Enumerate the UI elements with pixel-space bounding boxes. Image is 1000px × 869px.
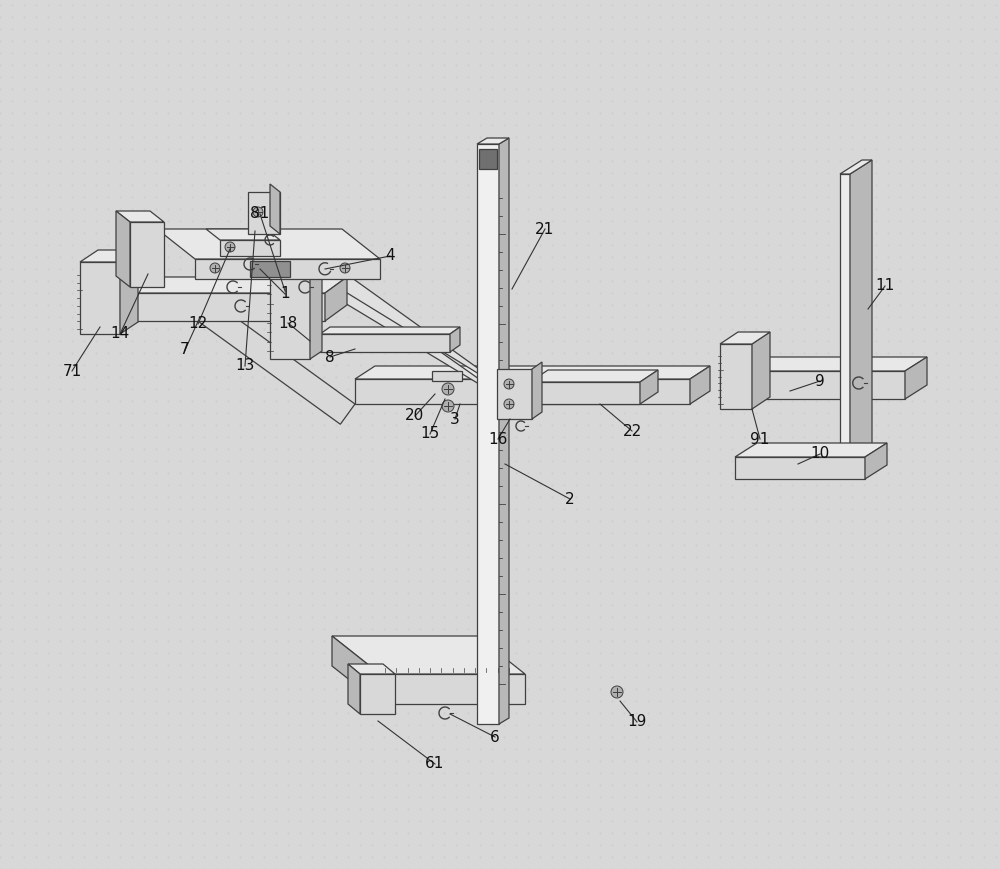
Polygon shape	[116, 211, 164, 222]
Polygon shape	[310, 260, 479, 384]
Text: 21: 21	[535, 222, 555, 236]
Polygon shape	[120, 250, 138, 334]
Text: 12: 12	[188, 316, 208, 331]
Polygon shape	[313, 250, 479, 374]
Circle shape	[253, 207, 263, 217]
Polygon shape	[80, 262, 120, 334]
Circle shape	[442, 400, 454, 412]
Polygon shape	[348, 664, 360, 714]
Polygon shape	[80, 250, 138, 262]
Polygon shape	[220, 240, 280, 256]
Text: 2: 2	[565, 492, 575, 507]
Polygon shape	[640, 370, 658, 404]
Polygon shape	[195, 259, 380, 279]
Circle shape	[504, 379, 514, 389]
Circle shape	[504, 399, 514, 409]
Polygon shape	[690, 366, 710, 404]
Polygon shape	[116, 211, 130, 287]
Polygon shape	[850, 160, 872, 469]
Text: 6: 6	[490, 729, 500, 745]
Text: 11: 11	[875, 278, 895, 294]
Polygon shape	[355, 366, 710, 379]
Polygon shape	[206, 229, 280, 240]
Polygon shape	[270, 241, 322, 249]
Polygon shape	[270, 184, 280, 234]
Polygon shape	[270, 249, 310, 359]
Polygon shape	[720, 357, 927, 371]
Polygon shape	[130, 222, 164, 287]
Text: 19: 19	[627, 714, 647, 729]
Polygon shape	[195, 299, 355, 424]
Text: 20: 20	[405, 408, 425, 423]
Text: 14: 14	[110, 327, 130, 342]
Polygon shape	[310, 241, 322, 359]
Text: 18: 18	[278, 315, 298, 330]
Text: 9: 9	[815, 374, 825, 388]
Text: 4: 4	[385, 249, 395, 263]
Text: 15: 15	[420, 427, 440, 441]
Circle shape	[611, 686, 623, 698]
Polygon shape	[248, 192, 280, 234]
Polygon shape	[840, 174, 850, 469]
Polygon shape	[250, 261, 290, 277]
Text: 7: 7	[180, 342, 190, 357]
Polygon shape	[735, 443, 887, 457]
Polygon shape	[115, 293, 325, 321]
Text: 91: 91	[750, 432, 770, 447]
Circle shape	[225, 242, 235, 252]
Polygon shape	[477, 138, 509, 144]
Text: 3: 3	[450, 412, 460, 427]
Text: 10: 10	[810, 447, 830, 461]
Polygon shape	[325, 277, 347, 321]
Polygon shape	[497, 369, 532, 419]
Polygon shape	[530, 370, 658, 382]
Circle shape	[442, 383, 454, 395]
Polygon shape	[320, 334, 450, 352]
Text: 16: 16	[488, 432, 508, 447]
Circle shape	[340, 263, 350, 273]
Polygon shape	[332, 636, 525, 674]
Polygon shape	[720, 371, 905, 399]
Polygon shape	[320, 327, 460, 334]
Polygon shape	[157, 229, 380, 259]
Text: 81: 81	[250, 207, 270, 222]
Polygon shape	[865, 443, 887, 479]
Polygon shape	[115, 277, 347, 293]
Polygon shape	[905, 357, 927, 399]
Polygon shape	[499, 138, 509, 724]
Polygon shape	[432, 371, 462, 381]
Polygon shape	[840, 160, 872, 174]
Polygon shape	[477, 144, 499, 724]
Polygon shape	[752, 332, 770, 409]
Polygon shape	[360, 674, 395, 714]
Polygon shape	[355, 379, 690, 404]
Text: 8: 8	[325, 349, 335, 364]
Polygon shape	[332, 636, 380, 704]
Circle shape	[210, 263, 220, 273]
Text: 71: 71	[62, 363, 82, 379]
Polygon shape	[380, 674, 525, 704]
Polygon shape	[348, 664, 395, 674]
Text: 1: 1	[280, 287, 290, 302]
Polygon shape	[479, 149, 497, 169]
Polygon shape	[720, 344, 752, 409]
Polygon shape	[532, 362, 542, 419]
Text: 61: 61	[425, 757, 445, 772]
Text: 13: 13	[235, 359, 255, 374]
Polygon shape	[450, 327, 460, 352]
Polygon shape	[720, 332, 770, 344]
Text: 22: 22	[622, 423, 642, 439]
Polygon shape	[735, 457, 865, 479]
Polygon shape	[530, 382, 640, 404]
